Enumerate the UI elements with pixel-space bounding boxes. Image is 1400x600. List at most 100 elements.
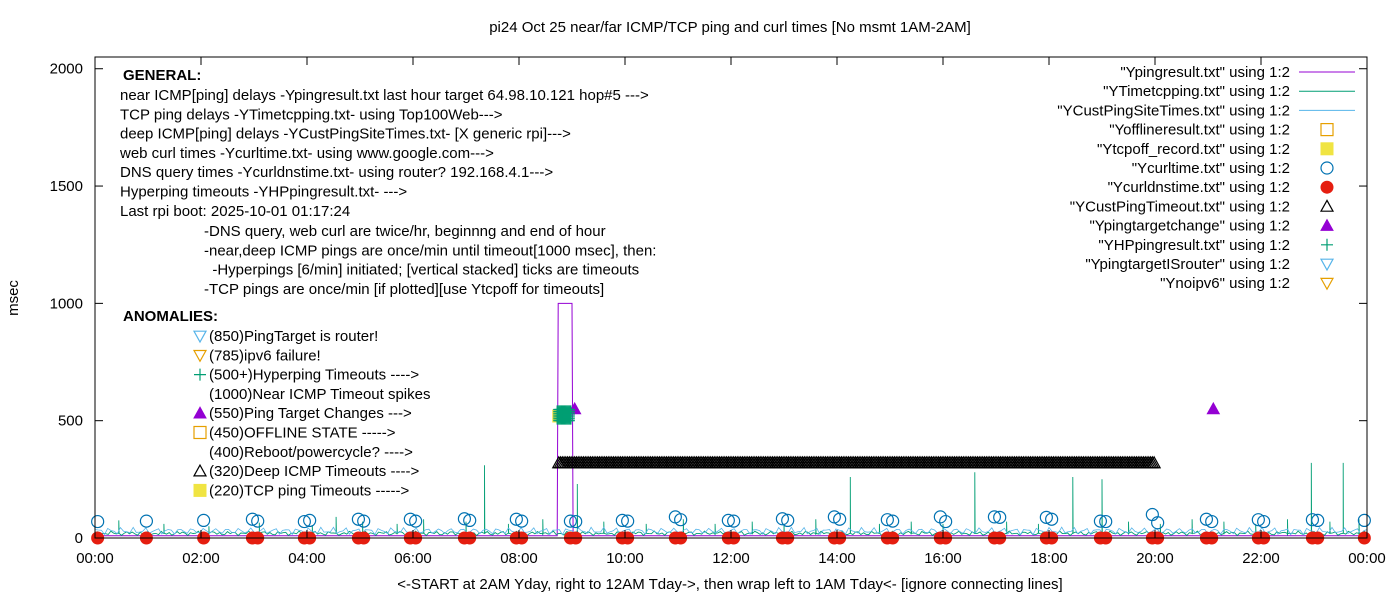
- legend-key-5: [1320, 161, 1334, 175]
- y-tick-label-4: 2000: [50, 61, 83, 78]
- data-point: [509, 512, 523, 526]
- data-point: [569, 514, 583, 529]
- x-tick-label-3: 06:00: [394, 550, 432, 567]
- series-7: [567, 401, 1221, 415]
- data-point: [987, 510, 1002, 524]
- data-point: [303, 513, 317, 528]
- x-tick-label-8: 16:00: [924, 550, 962, 567]
- series-8: [553, 405, 575, 425]
- data-point: [775, 512, 790, 526]
- general-line-6: Last rpi boot: 2025-10-01 01:17:24: [120, 203, 350, 220]
- general-line-1: TCP ping delays -YTimetcpping.txt- using…: [120, 106, 503, 123]
- note-line-0: -DNS query, web curl are twice/hr, begin…: [204, 223, 606, 240]
- legend-label-5: "Ycurltime.txt" using 1:2: [1132, 160, 1290, 177]
- anomaly-symbol-0: [192, 330, 208, 344]
- data-point: [621, 514, 635, 528]
- series-0: [95, 302, 1367, 537]
- anomalies-header: ANOMALIES:: [123, 308, 218, 325]
- general-line-2: deep ICMP[ping] delays -YCustPingSiteTim…: [120, 126, 571, 143]
- series-1: [94, 462, 1368, 537]
- data-point: [139, 514, 154, 528]
- x-tick-label-0: 00:00: [76, 550, 114, 567]
- legend-label-2: "YCustPingSiteTimes.txt" using 1:2: [1057, 102, 1290, 119]
- data-point: [351, 512, 366, 526]
- series-tcp-line: [94, 462, 1368, 537]
- x-tick-label-2: 04:00: [288, 550, 326, 567]
- legend-label-11: "Ynoipv6" using 1:2: [1160, 275, 1290, 292]
- x-tick-label-11: 22:00: [1242, 550, 1280, 567]
- anomaly-text-1: (785)ipv6 failure!: [209, 347, 321, 364]
- series-ping-line: [95, 302, 1367, 537]
- y-tick-label-2: 1000: [50, 295, 83, 312]
- legend-label-6: "Ycurldnstime.txt" using 1:2: [1108, 179, 1290, 196]
- data-point: [403, 512, 417, 526]
- series-6: [551, 455, 1162, 469]
- anomaly-symbol-7: [192, 463, 208, 477]
- legend-label-8: "Ypingtargetchange" using 1:2: [1089, 218, 1290, 235]
- legend-label-7: "YCustPingTimeout.txt" using 1:2: [1070, 198, 1290, 215]
- plot-annotations: GENERAL: near ICMP[ping] delays -Ypingres…: [119, 67, 656, 499]
- x-tick-label-9: 18:00: [1030, 550, 1068, 567]
- data-point: [515, 514, 529, 528]
- y-tick-label-1: 500: [58, 413, 83, 430]
- data-point: [993, 510, 1007, 524]
- data-point: [939, 514, 953, 529]
- data-point: [1093, 514, 1108, 528]
- general-line-3: web curl times -Ycurltime.txt- using www…: [119, 145, 494, 162]
- general-line-4: DNS query times -Ycurldnstime.txt- using…: [120, 164, 553, 181]
- x-tick-label-6: 12:00: [712, 550, 750, 567]
- anomaly-text-2: (500+)Hyperping Timeouts ---->: [209, 367, 419, 384]
- anomaly-text-4: (550)Ping Target Changes --->: [209, 405, 412, 422]
- y-tick-label-0: 0: [75, 530, 83, 547]
- data-point: [880, 513, 894, 527]
- x-tick-label-12: 00:00: [1348, 550, 1386, 567]
- data-point: [197, 513, 211, 528]
- anomaly-symbol-1: [192, 349, 208, 363]
- legend-key-9: [1321, 238, 1333, 251]
- legend: "Ypingresult.txt" using 1:2 "YTimetcpping…: [1057, 64, 1355, 292]
- general-line-5: Hyperping timeouts -YHPpingresult.txt- -…: [120, 184, 407, 201]
- data-point: [933, 510, 947, 524]
- legend-key-6: [1320, 180, 1334, 194]
- anomaly-text-7: (320)Deep ICMP Timeouts ---->: [209, 463, 419, 480]
- legend-key-3: [1320, 122, 1334, 137]
- data-point: [1251, 513, 1265, 527]
- legend-label-0: "Ypingresult.txt" using 1:2: [1120, 64, 1290, 81]
- legend-key-7: [1319, 199, 1335, 212]
- anomaly-text-5: (450)OFFLINE STATE ----->: [209, 425, 396, 442]
- legend-label-3: "Yofflineresult.txt" using 1:2: [1109, 122, 1290, 139]
- data-point: [251, 514, 265, 528]
- data-point: [674, 513, 688, 527]
- y-axis-label: msec: [5, 280, 22, 316]
- chart-title: pi24 Oct 25 near/far ICMP/TCP ping and c…: [489, 19, 971, 36]
- data-point: [1099, 514, 1113, 529]
- legend-label-1: "YTimetcpping.txt" using 1:2: [1103, 83, 1290, 100]
- anomaly-text-0: (850)PingTarget is router!: [209, 328, 378, 345]
- plot-frame: [94, 56, 1368, 539]
- note-line-2: -Hyperpings [6/min] initiated; [vertical…: [204, 262, 639, 279]
- anomaly-symbol-5: [193, 425, 207, 440]
- data-point: [1206, 401, 1221, 415]
- data-point: [1045, 512, 1059, 526]
- data-point: [409, 514, 423, 528]
- data-point: [721, 513, 735, 528]
- legend-key-11: [1319, 277, 1335, 291]
- anomaly-symbol-2: [194, 368, 206, 381]
- deep-icmp-timeout-point: [1147, 455, 1162, 469]
- legend-label-9: "YHPpingresult.txt" using 1:2: [1098, 237, 1290, 254]
- general-line-0: near ICMP[ping] delays -Ypingresult.txt …: [120, 87, 649, 104]
- data-point: [1257, 514, 1271, 529]
- x-axis-label: <-START at 2AM Yday, right to 12AM Tday-…: [397, 576, 1062, 593]
- anomaly-text-3: (1000)Near ICMP Timeout spikes: [209, 386, 430, 403]
- plot-axes: 0 500 1000 1500 2000 00:00 02:00 04:00 06:00 08:0…: [50, 57, 1386, 567]
- data-point: [886, 514, 900, 528]
- x-tick-label-10: 20:00: [1136, 550, 1174, 567]
- series-4: [91, 507, 1371, 530]
- x-tick-label-5: 10:00: [606, 550, 644, 567]
- data-point: [1145, 507, 1159, 522]
- data-point: [781, 513, 795, 528]
- data-point: [1305, 513, 1320, 527]
- data-point: [91, 514, 105, 529]
- y-tick-label-3: 1500: [50, 178, 83, 195]
- data-point: [245, 512, 260, 526]
